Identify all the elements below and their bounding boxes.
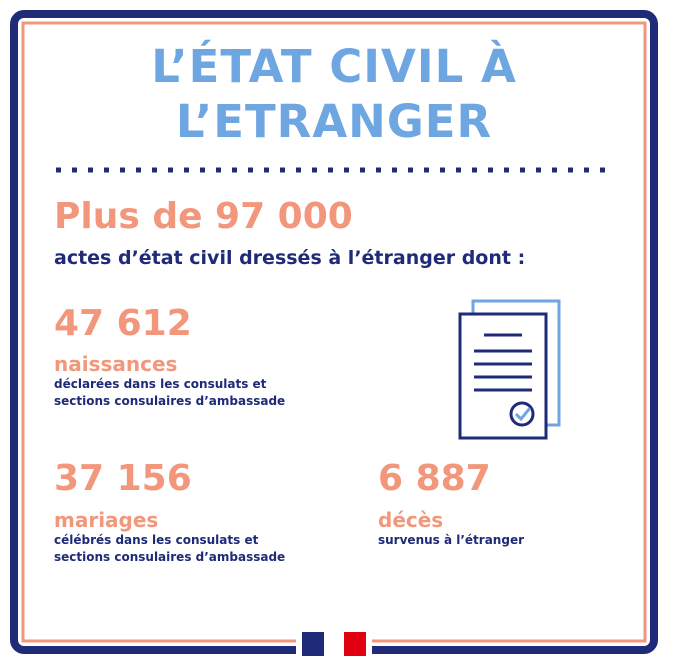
stat-number: 6 887	[378, 458, 491, 499]
stat-description: sections consulaires d’ambassade	[54, 550, 286, 564]
stat-number: 47 612	[54, 303, 192, 344]
stat-label: naissances	[54, 352, 178, 376]
stat-description: survenus à l’étranger	[378, 533, 524, 547]
flag-logo	[296, 628, 372, 658]
stat-description: sections consulaires d’ambassade	[54, 394, 286, 408]
stat-description: célébrés dans les consulats et	[54, 533, 259, 547]
stat-label: mariages	[54, 508, 159, 532]
document-icon	[458, 299, 561, 440]
headline-text: actes d’état civil dressés à l’étranger …	[54, 247, 526, 269]
stat-label: décès	[378, 508, 444, 532]
title-line: L’ÉTAT CIVIL À	[151, 40, 517, 93]
stat-description: déclarées dans les consulats et	[54, 377, 267, 391]
headline-number: Plus de 97 000	[54, 196, 353, 237]
title-line: L’ETRANGER	[175, 95, 493, 148]
stat-number: 37 156	[54, 458, 192, 499]
